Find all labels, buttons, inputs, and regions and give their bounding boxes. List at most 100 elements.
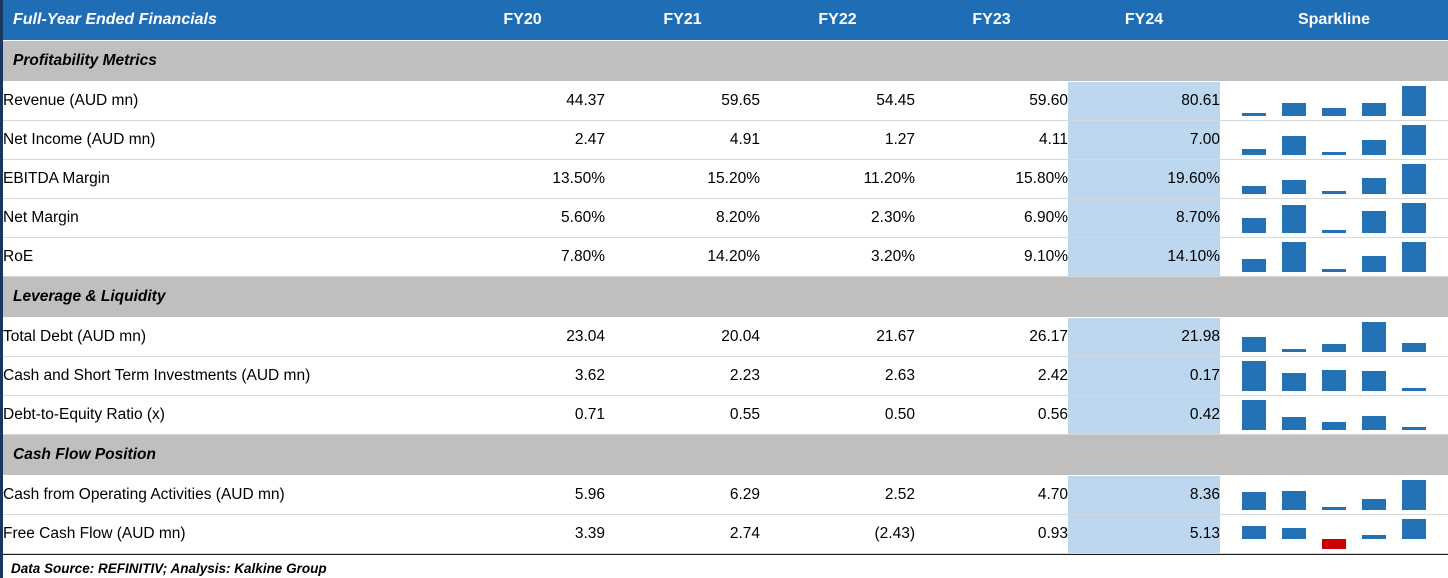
sparkline <box>1242 361 1426 391</box>
sparkline-bar <box>1322 370 1346 391</box>
header-row: Full-Year Ended Financials FY20 FY21 FY22 F… <box>3 0 1448 41</box>
column-header-fy24: FY24 <box>1068 0 1220 41</box>
value-cell-fy23: 4.11 <box>915 120 1068 160</box>
sparkline-bar <box>1282 417 1306 430</box>
value-cell-fy20: 0.71 <box>440 395 605 435</box>
value-cell-fy21: 4.91 <box>605 120 760 160</box>
sparkline-cell <box>1220 81 1448 121</box>
column-header-fy21: FY21 <box>605 0 760 41</box>
sparkline-bar <box>1362 256 1386 272</box>
sparkline-bar <box>1362 371 1386 391</box>
sparkline-bar <box>1282 103 1306 116</box>
value-cell-fy21: 8.20% <box>605 198 760 238</box>
section-row: Leverage & Liquidity <box>3 276 1448 318</box>
value-cell-fy22: 1.27 <box>760 120 915 160</box>
value-cell-fy22: 54.45 <box>760 81 915 121</box>
sparkline-bar <box>1322 539 1346 549</box>
value-cell-fy21: 59.65 <box>605 81 760 121</box>
sparkline-bar <box>1362 140 1386 155</box>
sparkline <box>1242 164 1426 194</box>
value-cell-fy22: (2.43) <box>760 514 915 554</box>
sparkline <box>1242 242 1426 272</box>
table-title: Full-Year Ended Financials <box>3 0 440 41</box>
section-header: Leverage & Liquidity <box>3 276 1448 318</box>
sparkline-bar <box>1242 218 1266 233</box>
sparkline-cell <box>1220 395 1448 435</box>
source-note: Data Source: REFINITIV; Analysis: Kalkin… <box>3 554 1448 578</box>
value-cell-fy21: 2.23 <box>605 356 760 396</box>
row-label: Free Cash Flow (AUD mn) <box>3 514 440 554</box>
sparkline-bar <box>1282 205 1306 233</box>
value-cell-fy23: 2.42 <box>915 356 1068 396</box>
section-row: Cash Flow Position <box>3 434 1448 476</box>
table-row: Net Margin 5.60% 8.20% 2.30% 6.90% 8.70% <box>3 198 1448 238</box>
row-label: Debt-to-Equity Ratio (x) <box>3 395 440 435</box>
sparkline-cell <box>1220 514 1448 554</box>
section-header: Cash Flow Position <box>3 434 1448 476</box>
value-cell-fy23: 26.17 <box>915 317 1068 357</box>
sparkline-bar <box>1242 361 1266 391</box>
value-cell-fy24: 14.10% <box>1068 237 1220 277</box>
value-cell-fy20: 3.39 <box>440 514 605 554</box>
column-header-fy20: FY20 <box>440 0 605 41</box>
column-header-fy23: FY23 <box>915 0 1068 41</box>
value-cell-fy24: 7.00 <box>1068 120 1220 160</box>
sparkline-cell <box>1220 159 1448 199</box>
sparkline-bar <box>1402 125 1426 155</box>
data-table: Full-Year Ended Financials FY20 FY21 FY22 F… <box>3 0 1448 554</box>
column-header-fy22: FY22 <box>760 0 915 41</box>
table-row: Cash and Short Term Investments (AUD mn)… <box>3 356 1448 396</box>
sparkline-bar <box>1242 113 1266 116</box>
sparkline-bar <box>1362 535 1386 539</box>
sparkline-bar <box>1242 526 1266 539</box>
value-cell-fy20: 3.62 <box>440 356 605 396</box>
value-cell-fy24: 8.70% <box>1068 198 1220 238</box>
sparkline-bar <box>1362 178 1386 194</box>
table-row: Debt-to-Equity Ratio (x) 0.71 0.55 0.50 0.56… <box>3 395 1448 435</box>
value-cell-fy20: 5.96 <box>440 475 605 515</box>
sparkline-bar <box>1362 322 1386 352</box>
sparkline-bar <box>1402 343 1426 352</box>
table-row: Net Income (AUD mn) 2.47 4.91 1.27 4.11 7.00 <box>3 120 1448 160</box>
sparkline-bar <box>1402 427 1426 430</box>
value-cell-fy24: 21.98 <box>1068 317 1220 357</box>
sparkline-bar <box>1402 164 1426 194</box>
sparkline-bar <box>1242 186 1266 194</box>
value-cell-fy24: 5.13 <box>1068 514 1220 554</box>
sparkline-cell <box>1220 475 1448 515</box>
row-label: Total Debt (AUD mn) <box>3 317 440 357</box>
value-cell-fy24: 0.17 <box>1068 356 1220 396</box>
value-cell-fy23: 9.10% <box>915 237 1068 277</box>
value-cell-fy21: 14.20% <box>605 237 760 277</box>
value-cell-fy23: 0.93 <box>915 514 1068 554</box>
sparkline-bar <box>1322 269 1346 272</box>
value-cell-fy23: 6.90% <box>915 198 1068 238</box>
sparkline-bar <box>1402 519 1426 539</box>
value-cell-fy20: 7.80% <box>440 237 605 277</box>
table-row: Cash from Operating Activities (AUD mn) 5… <box>3 475 1448 515</box>
sparkline-cell <box>1220 356 1448 396</box>
sparkline-bar <box>1282 528 1306 539</box>
sparkline-bar <box>1322 152 1346 155</box>
row-label: EBITDA Margin <box>3 159 440 199</box>
table-row: Revenue (AUD mn) 44.37 59.65 54.45 59.60 80.6… <box>3 81 1448 121</box>
value-cell-fy20: 5.60% <box>440 198 605 238</box>
sparkline-bar <box>1282 491 1306 510</box>
value-cell-fy24: 0.42 <box>1068 395 1220 435</box>
value-cell-fy22: 11.20% <box>760 159 915 199</box>
value-cell-fy20: 13.50% <box>440 159 605 199</box>
value-cell-fy21: 0.55 <box>605 395 760 435</box>
value-cell-fy20: 44.37 <box>440 81 605 121</box>
sparkline-bar <box>1402 242 1426 272</box>
sparkline <box>1242 480 1426 510</box>
sparkline-bar <box>1242 149 1266 155</box>
value-cell-fy23: 15.80% <box>915 159 1068 199</box>
section-row: Profitability Metrics <box>3 40 1448 82</box>
value-cell-fy20: 2.47 <box>440 120 605 160</box>
sparkline-bar <box>1322 344 1346 352</box>
sparkline <box>1242 322 1426 352</box>
sparkline <box>1242 519 1426 549</box>
sparkline-bar <box>1362 499 1386 510</box>
sparkline-bar <box>1402 203 1426 233</box>
column-header-sparkline: Sparkline <box>1220 0 1448 41</box>
